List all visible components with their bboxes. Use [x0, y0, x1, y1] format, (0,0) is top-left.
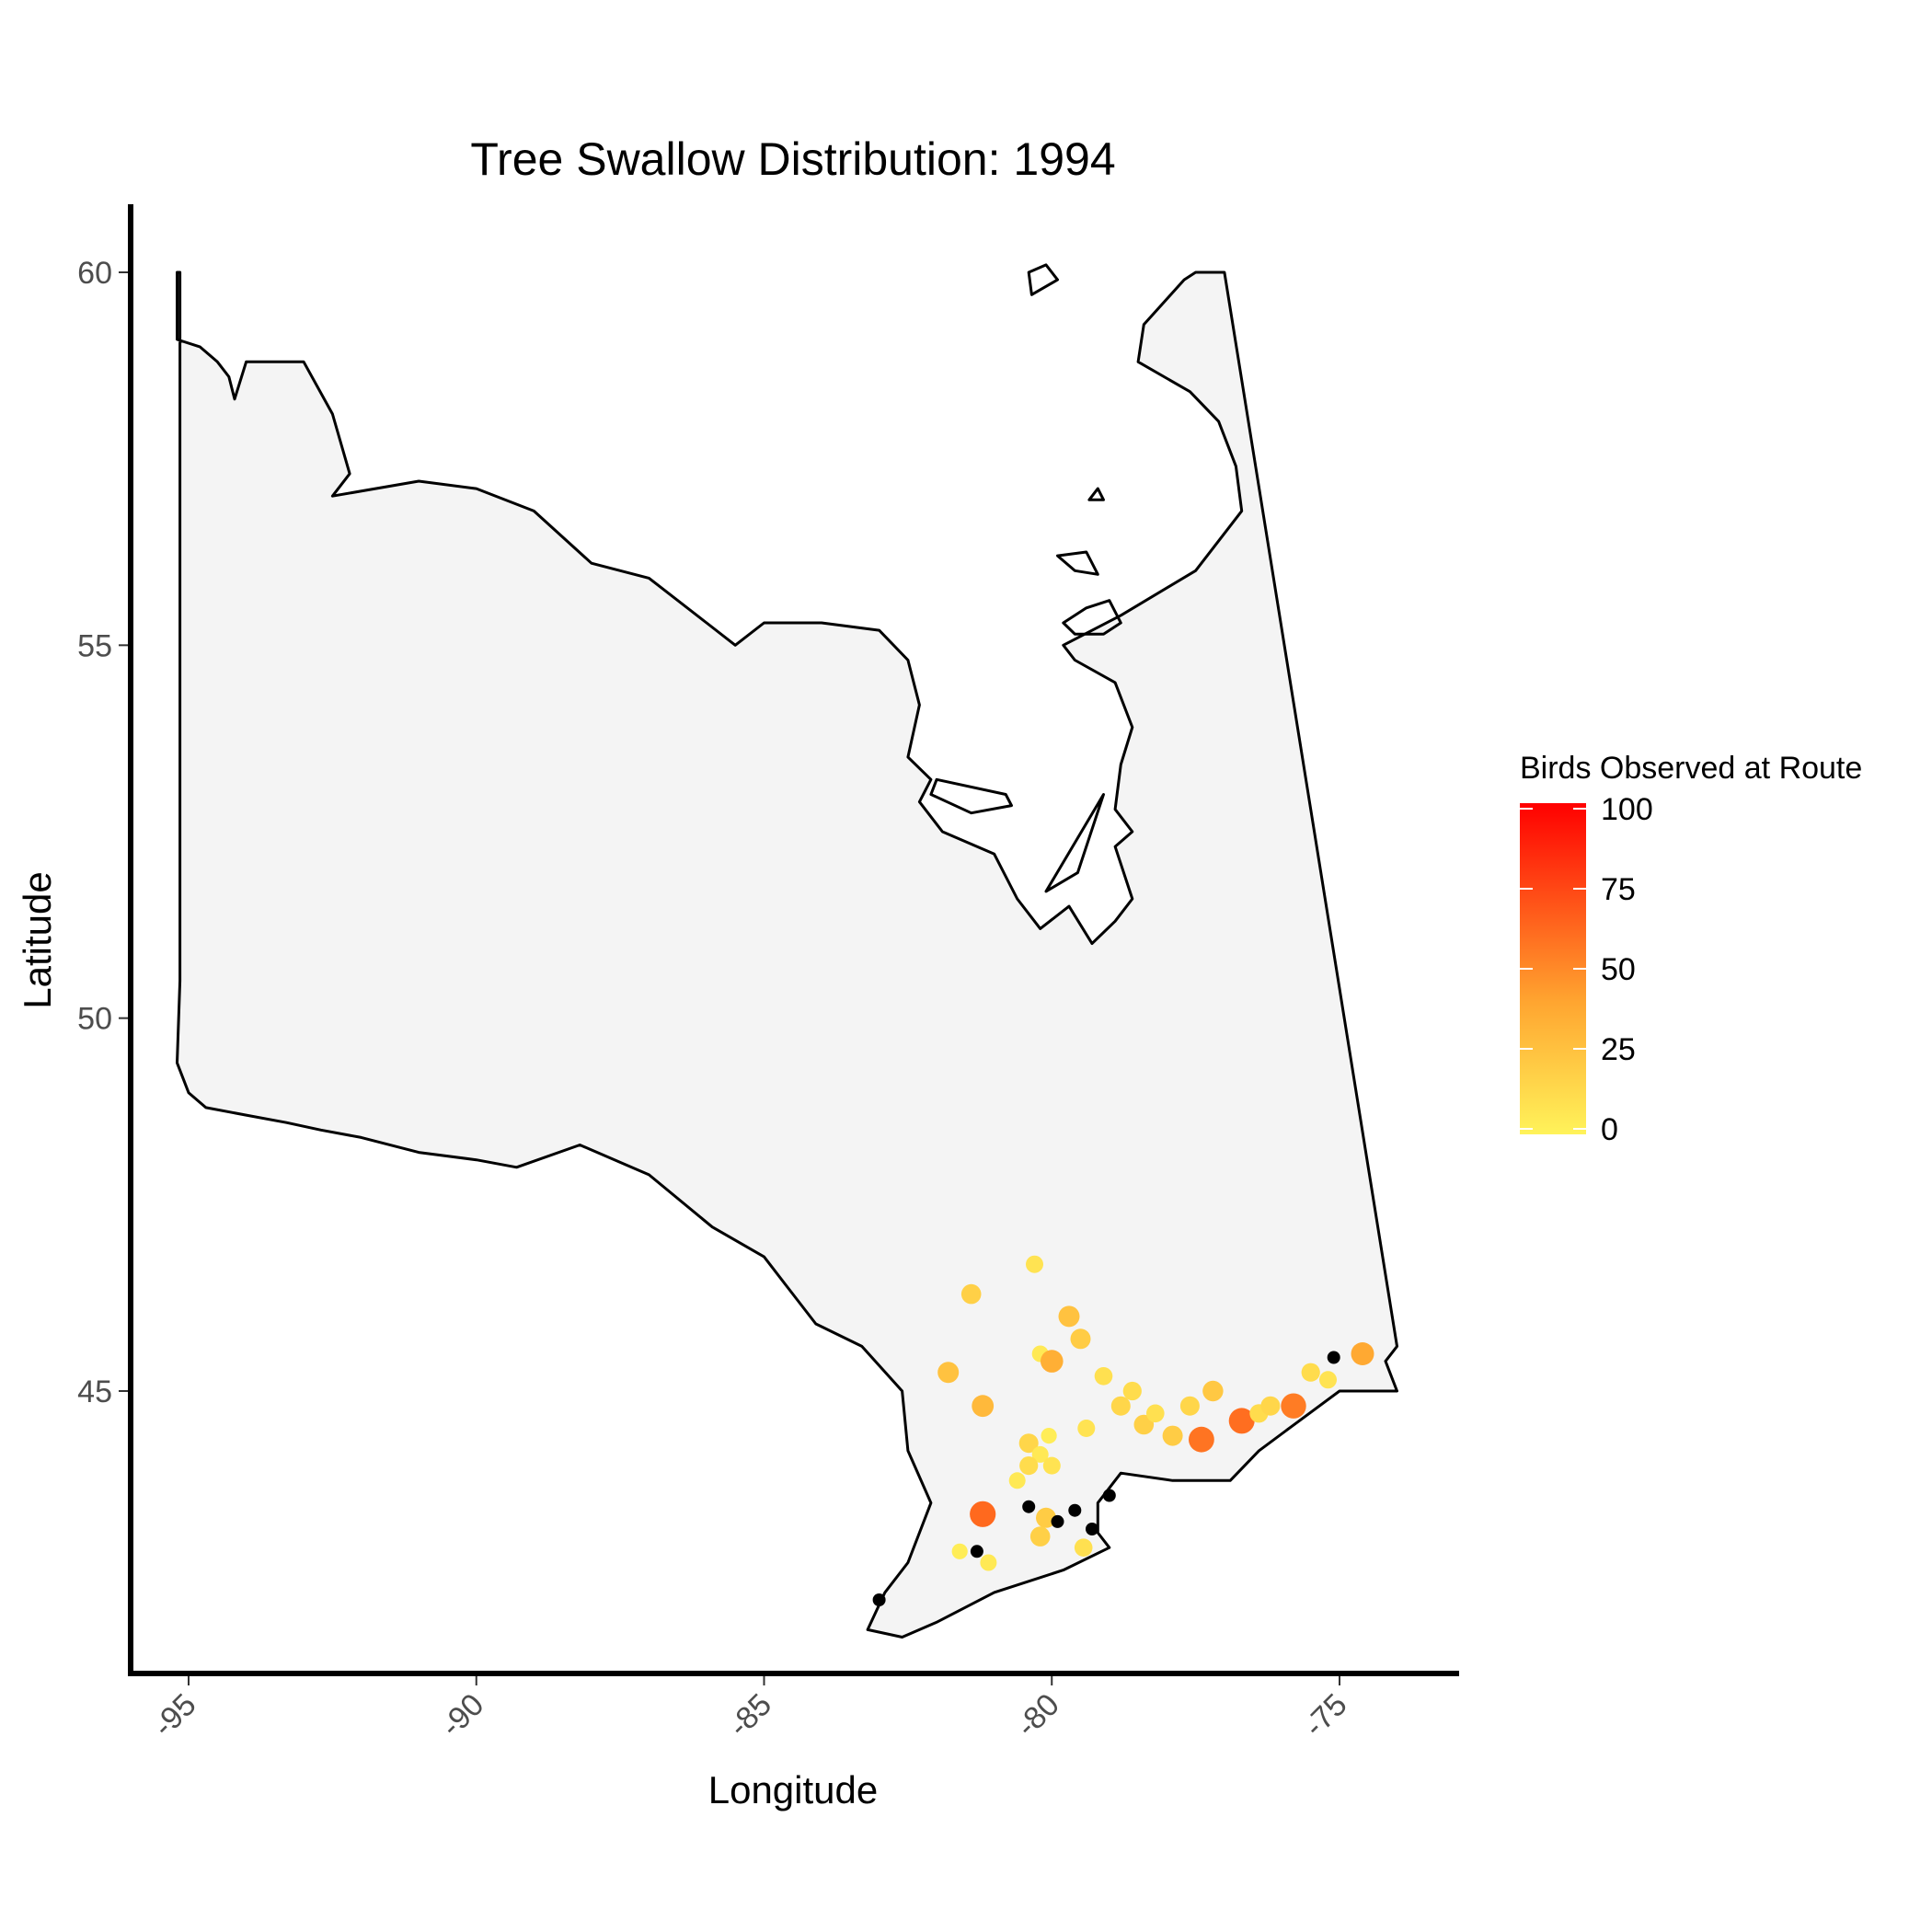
- y-axis-ticks: 45 50 55 60: [77, 256, 128, 1409]
- chart-title: Tree Swallow Distribution: 1994: [470, 133, 1115, 185]
- legend-label-4: 75: [1601, 872, 1636, 907]
- province-outline: [176, 270, 1398, 1639]
- route-point-2: [960, 1283, 982, 1305]
- island-outline-5: [1056, 550, 1099, 576]
- legend-title: Birds Observed at Route: [1520, 751, 1862, 786]
- route-point-17: [1202, 1380, 1224, 1402]
- route-point-25: [1327, 1351, 1340, 1364]
- route-point-36: [1068, 1503, 1082, 1517]
- x-tick-label-2: -90: [434, 1687, 491, 1744]
- x-axis-title: Longitude: [708, 1768, 879, 1811]
- island-outline-1: [929, 777, 1013, 815]
- route-point-31: [1008, 1472, 1026, 1489]
- x-tick-label-5: -75: [1297, 1687, 1354, 1744]
- route-point-1: [1026, 1255, 1043, 1273]
- x-axis-ticks: -95 -90 -85 -80 -75: [146, 1676, 1354, 1743]
- route-point-42: [951, 1543, 968, 1559]
- route-point-32: [1042, 1456, 1061, 1475]
- x-tick-label-3: -85: [722, 1687, 779, 1744]
- y-tick-label-3: 55: [77, 628, 112, 663]
- route-point-15: [1179, 1396, 1200, 1416]
- route-point-14: [1162, 1425, 1183, 1446]
- route-point-3: [1058, 1305, 1080, 1328]
- route-point-40: [1086, 1523, 1098, 1535]
- island-outline-2: [1027, 263, 1059, 296]
- x-tick-label-1: -95: [146, 1687, 203, 1744]
- route-point-9: [1094, 1367, 1113, 1386]
- route-point-35: [1029, 1526, 1051, 1547]
- route-point-33: [970, 1501, 996, 1527]
- route-point-29: [1041, 1428, 1057, 1444]
- route-point-10: [1110, 1396, 1131, 1416]
- island-outline-4: [1087, 487, 1105, 501]
- route-point-24: [1351, 1342, 1374, 1365]
- route-point-44: [1074, 1538, 1093, 1557]
- island-outline-3: [1062, 599, 1122, 636]
- legend-label-2: 25: [1601, 1032, 1636, 1067]
- island-outline-6: [1044, 793, 1105, 893]
- route-point-30: [1019, 1456, 1039, 1476]
- route-point-27: [1018, 1433, 1039, 1454]
- route-point-21: [1281, 1393, 1306, 1419]
- route-point-6: [1041, 1350, 1064, 1373]
- y-tick-label-1: 45: [77, 1374, 112, 1409]
- route-point-45: [872, 1593, 886, 1606]
- route-point-37: [1022, 1500, 1036, 1513]
- route-point-18: [1228, 1408, 1255, 1434]
- legend-label-3: 50: [1601, 952, 1636, 987]
- y-tick-label-2: 50: [77, 1002, 112, 1037]
- route-point-26: [1077, 1420, 1096, 1437]
- route-point-38: [1102, 1489, 1116, 1502]
- legend-label-1: 0: [1601, 1112, 1618, 1147]
- ontario-map-region: [176, 263, 1398, 1639]
- route-point-23: [1319, 1371, 1337, 1389]
- color-legend: Birds Observed at Route 0 25 50 75 100: [1520, 751, 1862, 1147]
- route-point-34: [1036, 1507, 1056, 1528]
- route-point-22: [1301, 1363, 1320, 1382]
- route-point-13: [1146, 1404, 1165, 1423]
- route-point-39: [1051, 1514, 1064, 1528]
- route-point-12: [1133, 1414, 1155, 1435]
- route-point-28: [1031, 1445, 1049, 1463]
- route-point-41: [970, 1545, 983, 1558]
- route-point-8: [972, 1395, 995, 1418]
- legend-ticks: 0 25 50 75 100: [1520, 792, 1653, 1147]
- route-point-20: [1260, 1396, 1281, 1416]
- route-points: [872, 1255, 1374, 1606]
- route-point-11: [1122, 1381, 1142, 1401]
- route-point-7: [937, 1362, 960, 1384]
- route-point-16: [1189, 1426, 1214, 1453]
- y-axis-title: Latitude: [16, 871, 59, 1008]
- legend-label-5: 100: [1601, 792, 1653, 827]
- route-point-4: [1070, 1328, 1091, 1350]
- y-tick-label-4: 60: [77, 256, 112, 291]
- route-point-43: [980, 1554, 997, 1571]
- x-tick-label-4: -80: [1009, 1687, 1066, 1744]
